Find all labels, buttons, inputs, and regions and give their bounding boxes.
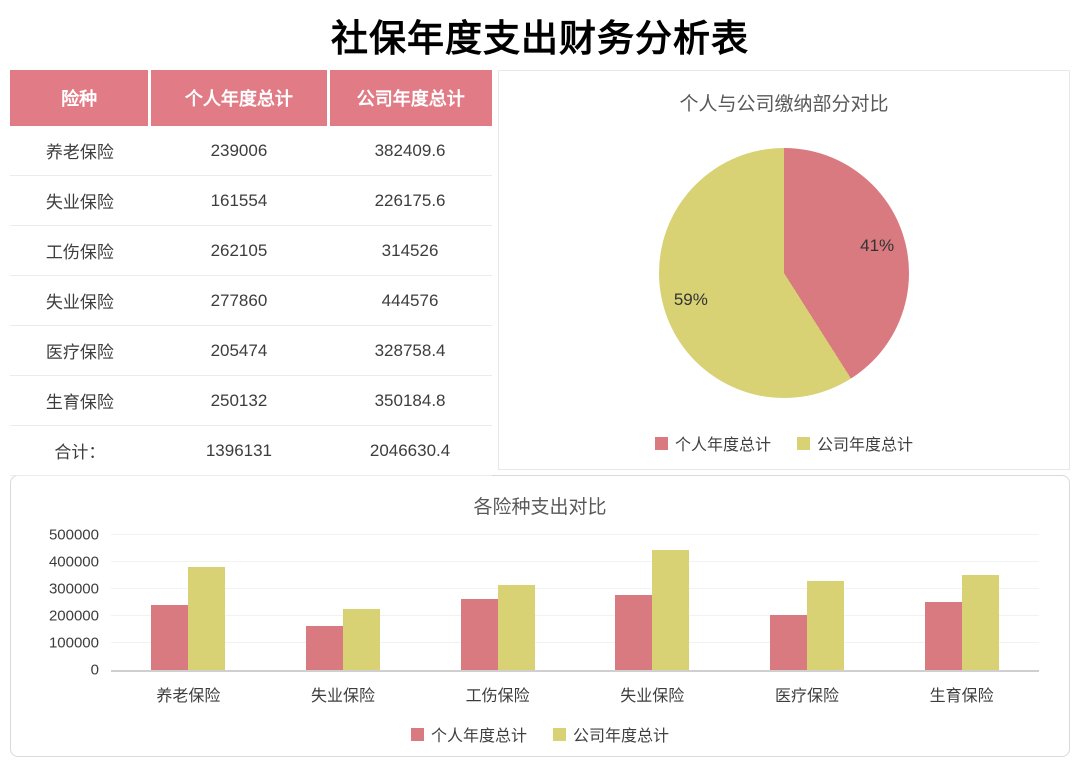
table-body: 养老保险 239006 382409.6 失业保险 161554 226175.6 工伤保险… — [10, 126, 492, 476]
legend-swatch — [410, 727, 424, 741]
table-header-cell: 个人年度总计 — [148, 70, 329, 126]
table-cell: 205474 — [149, 325, 329, 376]
gridline — [111, 615, 1039, 616]
x-axis-category-label: 医疗保险 — [774, 688, 839, 705]
bar — [769, 614, 807, 670]
table-cell: 养老保险 — [10, 126, 150, 176]
table-row: 医疗保险 205474 328758.4 — [10, 325, 492, 376]
y-axis-tick-label: 300000 — [48, 580, 99, 598]
top-section: 险种 个人年度总计 公司年度总计 养老保险 239006 382409.6 失业保险 161… — [0, 70, 1080, 476]
gridline — [111, 561, 1039, 562]
table-cell: 工伤保险 — [10, 225, 150, 276]
summary-table-panel: 险种 个人年度总计 公司年度总计 养老保险 239006 382409.6 失业保险 161… — [10, 70, 492, 476]
pie-slice-percentage-label: 59% — [673, 290, 708, 310]
pie-chart: 41% 59% — [659, 148, 909, 398]
legend-swatch — [553, 727, 566, 741]
table-header-cell: 险种 — [10, 70, 150, 126]
table-cell: 失业保险 — [10, 175, 150, 226]
y-axis-tick-label: 400000 — [48, 553, 99, 571]
table-cell: 382409.6 — [328, 126, 492, 176]
table-cell: 161554 — [149, 175, 329, 226]
bar — [806, 581, 844, 670]
pie-chart-panel: 个人与公司缴纳部分对比 41% 59% 个人年度总计 公司年度总计 — [498, 70, 1070, 470]
bar — [497, 585, 535, 670]
legend-item: 公司年度总计 — [797, 431, 913, 455]
y-axis-tick-label: 0 — [90, 661, 99, 679]
table-row: 生育保险 250132 350184.8 — [10, 375, 492, 426]
bar-chart-title: 各险种支出对比 — [473, 497, 607, 518]
bar — [924, 602, 962, 670]
table-cell: 350184.8 — [328, 375, 492, 426]
table-cell: 2046630.4 — [328, 425, 492, 476]
table-cell: 合计： — [10, 425, 150, 476]
y-axis-tick-label: 500000 — [48, 526, 99, 544]
bar-group — [305, 535, 380, 670]
bar-chart-area: 0 100000 200000 300000 400000 500000 — [49, 527, 1039, 679]
legend-swatch — [654, 436, 668, 450]
pie-chart-wrap: 41% 59% — [499, 148, 1069, 398]
bar — [652, 549, 690, 670]
pie-legend: 个人年度总计 公司年度总计 — [499, 431, 1069, 455]
bar-legend: 个人年度总计 公司年度总计 — [11, 722, 1069, 746]
dashboard-page: 社保年度支出财务分析表 险种 个人年度总计 公司年度总计 养老保险 239006 382… — [0, 8, 1080, 765]
gridline — [111, 642, 1039, 643]
pie-slice-percentage-label: 41% — [860, 235, 895, 255]
bar-group — [924, 535, 999, 670]
table-row: 失业保险 161554 226175.6 — [10, 175, 492, 226]
table-cell: 1396131 — [149, 425, 329, 476]
table-cell: 失业保险 — [10, 275, 150, 326]
bar-group — [460, 535, 535, 670]
table-cell: 226175.6 — [328, 175, 492, 226]
bar-group — [615, 535, 690, 670]
y-axis-tick-label: 200000 — [48, 607, 99, 625]
legend-swatch — [797, 436, 810, 450]
pie-chart-title: 个人与公司缴纳部分对比 — [679, 94, 889, 115]
gridline — [111, 534, 1039, 535]
table-cell: 239006 — [149, 126, 329, 176]
bar-group — [151, 535, 226, 670]
bar — [460, 599, 498, 670]
table-cell: 314526 — [328, 225, 492, 276]
bar-group — [769, 535, 844, 670]
gridline — [111, 588, 1039, 589]
legend-item: 个人年度总计 — [410, 722, 527, 746]
x-axis-category-label: 失业保险 — [310, 688, 375, 705]
bar — [151, 605, 189, 670]
table-cell: 250132 — [149, 375, 329, 426]
x-axis-category-labels: 养老保险 失业保险 工伤保险 失业保险 医疗保险 生育保险 — [111, 682, 1039, 706]
bar-plot-area: 0 100000 200000 300000 400000 500000 — [49, 527, 1039, 679]
table-row: 失业保险 277860 444576 — [10, 275, 492, 326]
summary-table: 险种 个人年度总计 公司年度总计 养老保险 239006 382409.6 失业保险 161… — [10, 70, 492, 476]
x-axis-category-label: 养老保险 — [156, 688, 221, 705]
table-header-cell: 公司年度总计 — [326, 70, 492, 126]
x-axis-category-label: 工伤保险 — [465, 688, 530, 705]
table-row: 养老保险 239006 382409.6 — [10, 126, 492, 176]
legend-label: 个人年度总计 — [430, 728, 527, 745]
x-axis-category-label: 生育保险 — [929, 688, 994, 705]
bar — [188, 566, 226, 670]
table-cell: 262105 — [149, 225, 329, 276]
table-header-row: 险种 个人年度总计 公司年度总计 — [10, 70, 492, 126]
bar — [305, 626, 343, 670]
legend-label: 公司年度总计 — [817, 437, 914, 454]
page-title: 社保年度支出财务分析表 — [331, 18, 749, 59]
bar-chart-panel: 各险种支出对比 0 100000 200000 300000 400000 500000 … — [10, 475, 1070, 757]
bar — [961, 575, 999, 670]
bar — [615, 594, 653, 670]
table-cell: 医疗保险 — [10, 325, 150, 376]
bar — [342, 608, 380, 670]
table-row: 合计： 1396131 2046630.4 — [10, 425, 492, 476]
table-row: 工伤保险 262105 314526 — [10, 225, 492, 276]
table-cell: 生育保险 — [10, 375, 150, 426]
legend-item: 个人年度总计 — [654, 431, 771, 455]
table-cell: 277860 — [149, 275, 329, 326]
legend-item: 公司年度总计 — [553, 722, 669, 746]
table-cell: 444576 — [328, 275, 492, 326]
y-axis-tick-label: 100000 — [48, 634, 99, 652]
table-cell: 328758.4 — [328, 325, 492, 376]
legend-label: 公司年度总计 — [573, 728, 670, 745]
legend-label: 个人年度总计 — [674, 437, 771, 454]
x-axis-category-label: 失业保险 — [620, 688, 685, 705]
